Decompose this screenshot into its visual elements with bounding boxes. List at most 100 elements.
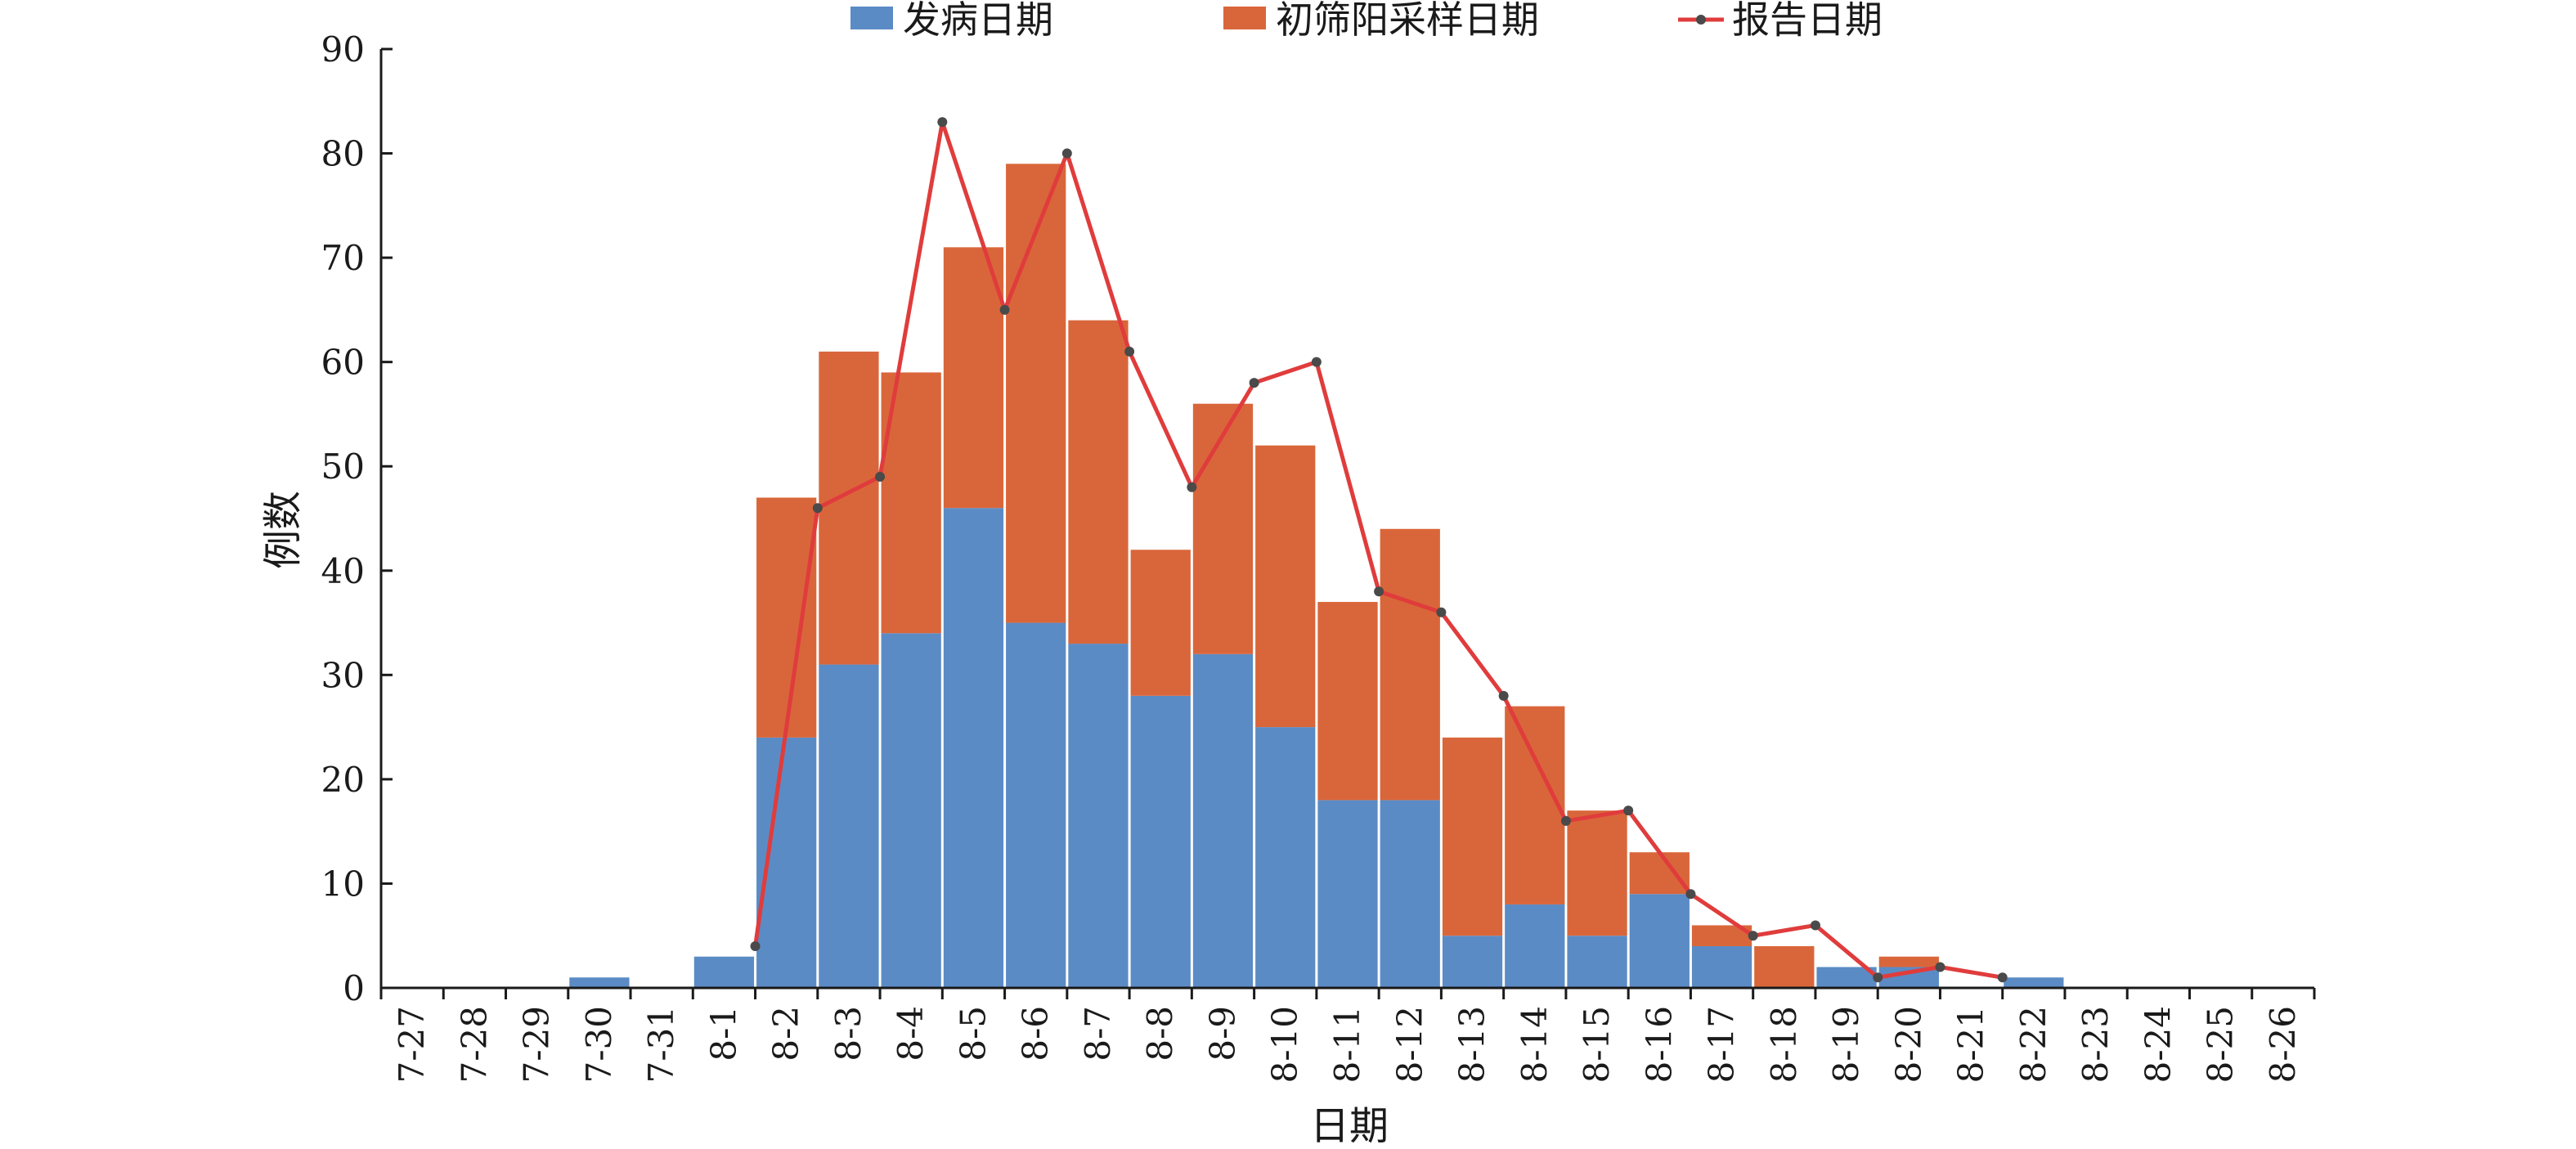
bar-onset-8-4: [881, 633, 941, 988]
x-tick-label-8-7: 8-7: [1078, 1006, 1118, 1061]
x-tick-label-7-27: 7-27: [392, 1006, 432, 1083]
y-tick-label-60: 60: [321, 343, 365, 383]
bar-onset-8-3: [819, 664, 879, 988]
x-tick-label-8-3: 8-3: [828, 1006, 868, 1061]
x-tick-label-7-29: 7-29: [517, 1006, 557, 1083]
report-point-8-16: [1623, 806, 1634, 816]
y-tick-label-70: 70: [321, 238, 365, 278]
y-tick-label-80: 80: [321, 134, 365, 174]
bar-onset-8-16: [1629, 894, 1690, 988]
x-tick-label-8-17: 8-17: [1702, 1006, 1742, 1083]
legend-marker-report: [1696, 15, 1706, 25]
x-tick-label-8-9: 8-9: [1202, 1006, 1242, 1061]
bar-sampling-8-12: [1380, 528, 1440, 801]
bar-onset-8-11: [1317, 800, 1378, 988]
x-tick-label-8-6: 8-6: [1016, 1006, 1056, 1061]
report-point-8-19: [1810, 920, 1820, 931]
bar-onset-8-15: [1567, 936, 1627, 988]
bar-sampling-8-15: [1567, 810, 1627, 936]
bar-sampling-8-2: [756, 497, 817, 738]
bar-onset-8-17: [1691, 945, 1752, 988]
bar-sampling-8-6: [1006, 164, 1066, 623]
bar-onset-8-8: [1130, 695, 1191, 988]
bar-onset-8-14: [1505, 904, 1565, 988]
y-tick-label-90: 90: [321, 29, 365, 70]
x-tick-label-8-18: 8-18: [1764, 1006, 1804, 1083]
bar-sampling-8-11: [1317, 602, 1378, 801]
x-tick-label-8-12: 8-12: [1389, 1006, 1429, 1083]
report-point-8-6: [999, 304, 1010, 315]
report-point-8-5: [937, 117, 948, 128]
report-point-8-11: [1311, 357, 1322, 367]
x-tick-label-8-10: 8-10: [1265, 1006, 1305, 1083]
report-point-8-2: [750, 940, 761, 951]
bar-onset-8-6: [1006, 622, 1066, 988]
report-point-8-7: [1061, 148, 1072, 159]
report-point-8-18: [1748, 931, 1758, 941]
report-point-8-3: [812, 503, 823, 514]
bar-onset-7-30: [569, 977, 630, 988]
bar-sampling-8-7: [1068, 320, 1129, 644]
bar-sampling-8-8: [1130, 550, 1191, 696]
x-tick-label-8-25: 8-25: [2201, 1006, 2241, 1083]
x-tick-label-8-16: 8-16: [1639, 1006, 1679, 1083]
x-tick-label-8-15: 8-15: [1577, 1006, 1617, 1083]
legend-label-sampling: 初筛阳采样日期: [1276, 0, 1539, 42]
legend-swatch-sampling: [1223, 7, 1266, 29]
report-series-line: [753, 119, 2004, 980]
legend-label-report: 报告日期: [1732, 0, 1883, 42]
x-tick-label-8-2: 8-2: [766, 1006, 806, 1061]
y-axis-title: 例数: [260, 491, 306, 569]
x-tick-label-8-13: 8-13: [1452, 1006, 1492, 1083]
bar-sampling-8-5: [943, 247, 1004, 509]
legend-label-onset: 发病日期: [903, 0, 1053, 42]
x-tick-label-8-26: 8-26: [2263, 1006, 2303, 1083]
x-tick-label-8-19: 8-19: [1826, 1006, 1866, 1083]
x-tick-label-8-23: 8-23: [2076, 1006, 2116, 1083]
report-line-layer: [750, 117, 2008, 983]
report-point-8-15: [1560, 815, 1571, 826]
report-point-8-14: [1498, 690, 1509, 701]
x-tick-label-8-8: 8-8: [1140, 1006, 1180, 1061]
bar-sampling-8-18: [1754, 945, 1815, 988]
bar-sampling-8-13: [1442, 737, 1503, 936]
bar-onset-8-13: [1442, 936, 1503, 988]
bar-sampling-8-9: [1192, 403, 1254, 654]
x-tick-label-8-4: 8-4: [891, 1006, 931, 1061]
y-tick-label-10: 10: [321, 864, 365, 904]
report-point-8-8: [1124, 346, 1135, 357]
bar-layer: [569, 164, 2064, 988]
bar-onset-8-12: [1380, 800, 1440, 988]
report-point-8-21: [1935, 962, 1945, 972]
bar-sampling-8-14: [1505, 706, 1565, 904]
y-tick-label-40: 40: [321, 551, 365, 591]
bar-onset-8-10: [1255, 727, 1316, 988]
bar-sampling-8-16: [1629, 852, 1690, 895]
x-axis-title: 日期: [1310, 1103, 1389, 1149]
x-tick-label-7-31: 7-31: [641, 1006, 681, 1083]
bar-onset-8-9: [1192, 653, 1254, 988]
bar-onset-8-22: [2004, 977, 2064, 988]
report-point-8-12: [1374, 586, 1384, 597]
y-tick-label-50: 50: [321, 447, 365, 487]
y-tick-label-0: 0: [343, 968, 365, 1008]
x-tick-label-8-5: 8-5: [953, 1006, 993, 1061]
x-tick-label-8-11: 8-11: [1327, 1006, 1367, 1083]
bar-sampling-8-10: [1255, 445, 1316, 728]
report-point-8-13: [1436, 607, 1447, 617]
report-point-8-9: [1187, 482, 1197, 492]
report-point-8-4: [875, 471, 886, 482]
bar-sampling-8-3: [819, 351, 879, 665]
axes: 0 10 20 30 40 50 60 70 80 90 7-27 7-28 7-29 7-30 7-31 8…: [321, 29, 2316, 1083]
x-tick-label-8-1: 8-1: [703, 1006, 743, 1061]
report-point-8-10: [1249, 378, 1259, 388]
bar-onset-8-5: [943, 508, 1004, 988]
x-tick-label-8-21: 8-21: [1951, 1006, 1991, 1083]
x-tick-label-8-14: 8-14: [1515, 1006, 1555, 1083]
y-tick-label-30: 30: [321, 655, 365, 695]
x-tick-label-7-28: 7-28: [454, 1006, 494, 1083]
report-point-8-20: [1873, 972, 1883, 983]
bar-onset-8-1: [693, 956, 755, 988]
legend-swatch-onset: [850, 7, 893, 29]
